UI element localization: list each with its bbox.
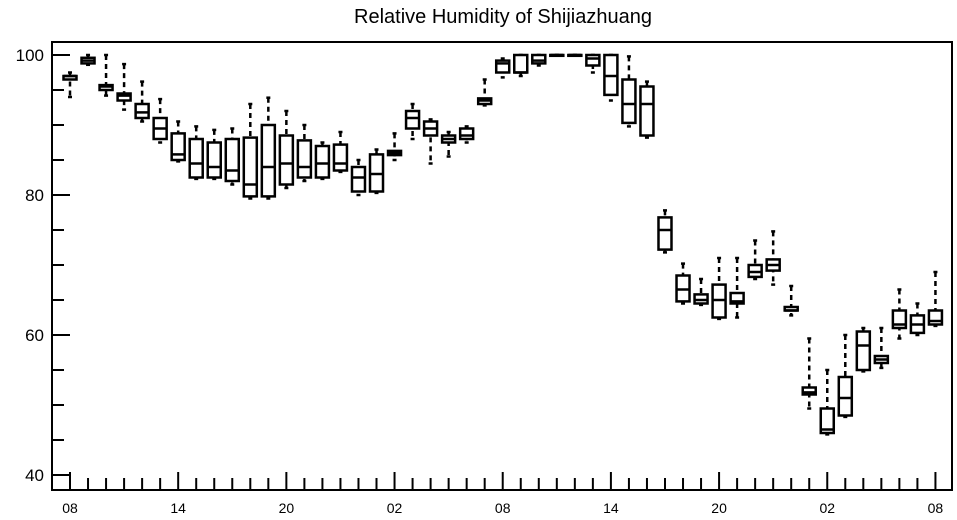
y-tick-label: 60 (25, 326, 44, 345)
box-item (711, 256, 727, 321)
box-item (675, 262, 691, 305)
box-item (837, 333, 854, 419)
box-item (549, 53, 565, 58)
box-item (314, 141, 331, 181)
box-item (531, 53, 547, 67)
box-body (332, 143, 349, 172)
box-item (909, 302, 926, 337)
box-body (242, 136, 259, 198)
box-body (224, 137, 241, 183)
box-item (873, 326, 890, 370)
x-tick-label: 14 (170, 500, 186, 516)
box-item (422, 118, 439, 165)
box-item (783, 284, 799, 317)
box-body (855, 330, 872, 372)
y-axis: 40 60 80 100 (16, 46, 70, 485)
box-series (62, 53, 944, 436)
box-item (891, 288, 908, 340)
box-item (747, 239, 763, 281)
box-body (404, 109, 421, 130)
box-body (513, 53, 529, 74)
x-tick-label: 02 (819, 500, 835, 516)
box-body (801, 386, 817, 396)
box-item (224, 127, 241, 186)
box-body (116, 92, 132, 102)
box-item (260, 96, 277, 200)
box-body (639, 85, 655, 137)
box-item (693, 277, 709, 307)
box-body (296, 139, 313, 179)
y-tick-label: 40 (25, 466, 44, 485)
x-tick-label: 08 (495, 500, 511, 516)
box-item (855, 326, 872, 373)
box-item (657, 209, 673, 254)
x-tick-label: 14 (603, 500, 619, 516)
box-item (494, 57, 511, 79)
plot-frame (51, 41, 953, 491)
box-body (260, 123, 277, 198)
box-body (531, 53, 547, 65)
box-item (513, 53, 529, 78)
box-item (386, 132, 403, 162)
box-body (350, 165, 367, 193)
box-body (134, 102, 150, 120)
box-item (440, 130, 457, 158)
x-tick-label: 20 (279, 500, 295, 516)
box-body (927, 309, 944, 326)
box-item (134, 80, 150, 123)
box-item (170, 120, 186, 163)
y-tick-label: 80 (25, 186, 44, 205)
x-tick-label: 08 (928, 500, 944, 516)
box-item (729, 256, 745, 319)
box-item (296, 123, 313, 183)
box-item (603, 53, 619, 102)
box-item (621, 55, 637, 128)
box-body (314, 144, 331, 179)
box-item (116, 62, 132, 111)
box-item (188, 125, 204, 181)
y-tick-label: 100 (16, 46, 44, 65)
box-body (621, 78, 637, 125)
box-body (170, 132, 186, 162)
box-item (585, 53, 601, 74)
box-item (332, 130, 349, 174)
box-item (801, 337, 817, 410)
box-body (494, 59, 511, 74)
box-item (567, 53, 583, 58)
box-item (765, 230, 781, 286)
box-item (242, 102, 259, 200)
box-body (837, 375, 854, 417)
x-tick-label: 02 (387, 500, 403, 516)
box-item (80, 53, 96, 67)
box-item (350, 158, 367, 197)
box-item (206, 128, 222, 181)
box-body (188, 137, 204, 179)
box-body (206, 141, 222, 179)
box-body (819, 407, 836, 435)
box-item (368, 148, 385, 195)
box-item (62, 71, 78, 99)
x-tick-label: 08 (62, 500, 78, 516)
box-body (657, 216, 673, 251)
box-body (278, 134, 295, 186)
x-axis: 08 14 20 02 08 14 20 02 08 (62, 472, 943, 516)
box-item (152, 97, 168, 144)
box-item (639, 80, 655, 139)
x-tick-label: 20 (711, 500, 727, 516)
box-item (476, 78, 493, 107)
box-item (278, 109, 295, 190)
box-item (98, 53, 114, 97)
box-item (458, 125, 475, 144)
box-item (927, 270, 944, 328)
box-body (729, 291, 745, 305)
box-body (458, 127, 475, 141)
box-body (585, 53, 601, 67)
box-item (404, 102, 421, 141)
chart-title: Relative Humidity of Shijiazhuang (354, 6, 652, 28)
box-item (819, 368, 836, 436)
